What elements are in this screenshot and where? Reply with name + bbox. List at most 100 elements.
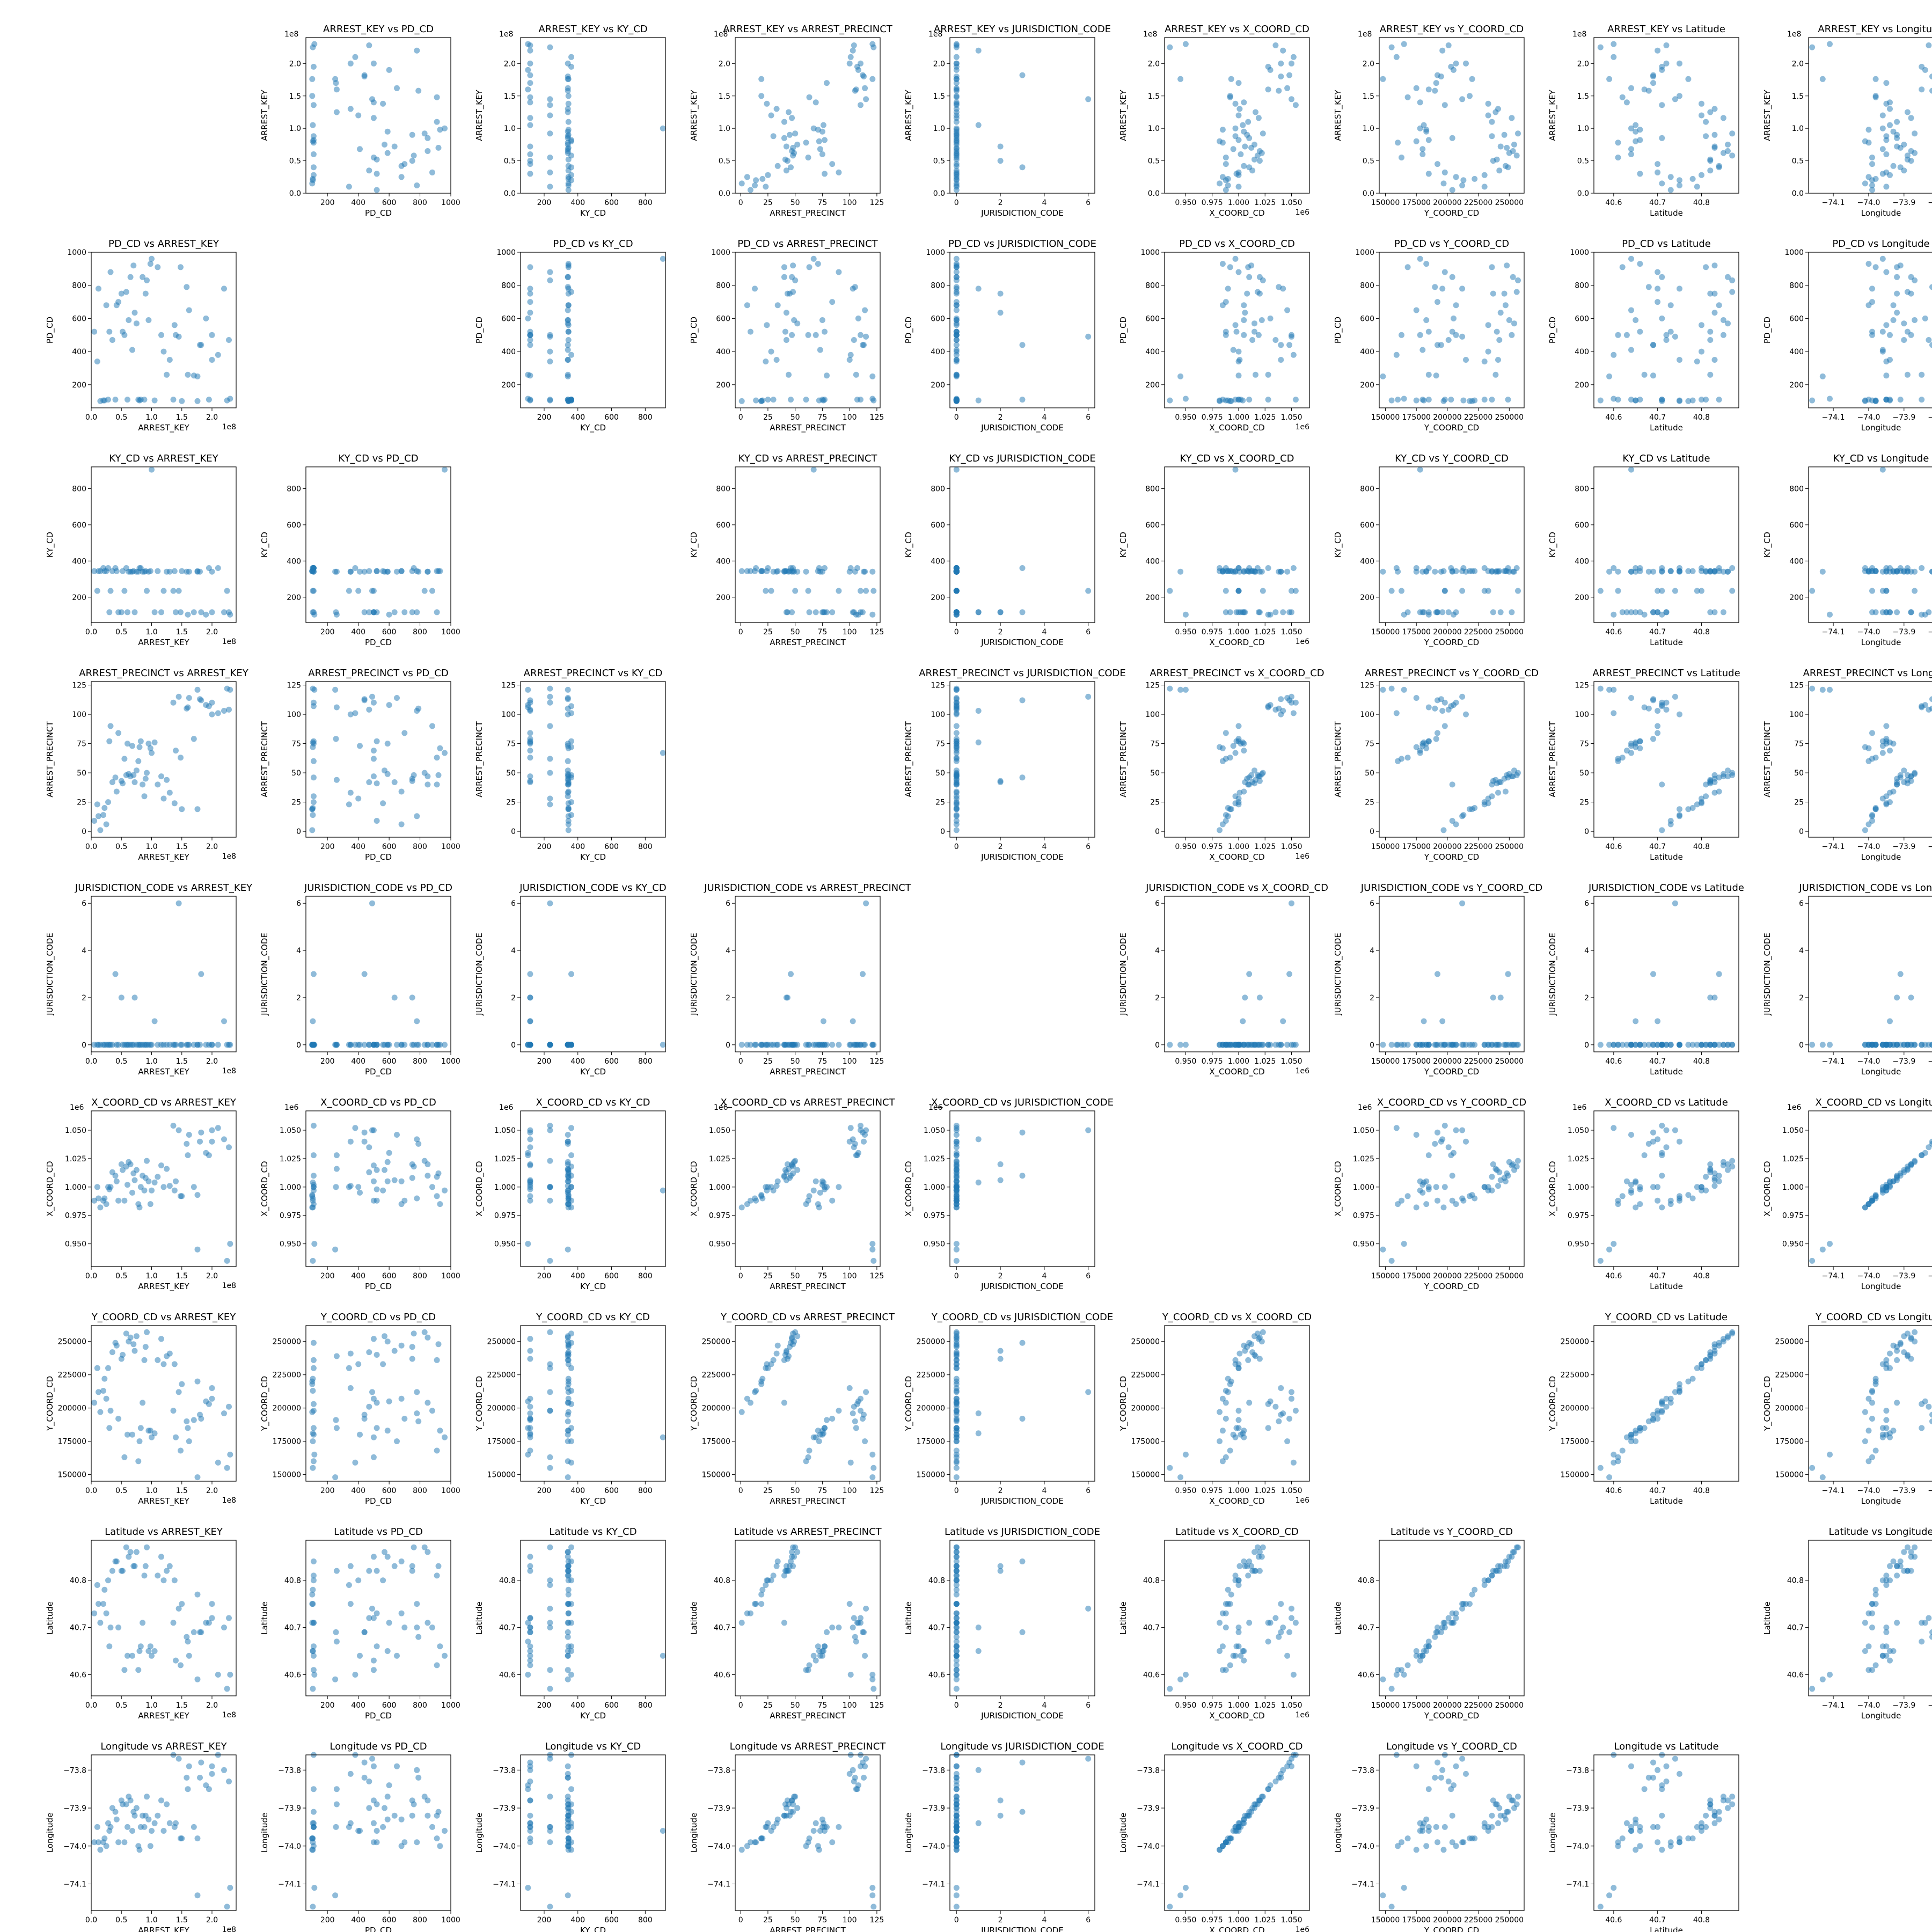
scatter-point [333,1353,340,1359]
x-axis-offset: 1e6 [1296,1067,1310,1075]
scatter-point [953,255,960,262]
y-tick-label: 0.975 [1353,1212,1374,1220]
scatter-point [790,289,796,295]
scatter-point [382,1167,387,1173]
x-tick-label: 2.0 [206,843,218,851]
x-tick-label: −74.0 [1857,843,1880,851]
scatter-point [409,609,415,616]
scatter-point [1245,1357,1252,1363]
y-tick-label: 1000 [496,248,516,257]
scatter-point [1485,1187,1491,1194]
scatter-point [1177,373,1184,379]
scatter-point [1445,609,1452,616]
scatter-point [783,310,789,316]
y-tick-label: 250000 [1131,1338,1160,1346]
scatter-point [1659,1123,1665,1129]
scatter-point [1227,755,1233,761]
plot-frame [735,1325,881,1482]
scatter-point [1890,1042,1897,1048]
panel-title: ARREST_KEY vs Y_COORD_CD [1380,24,1524,35]
scatter-point [1235,112,1242,119]
scatter-point [310,793,317,800]
scatter-point [1413,695,1419,701]
scatter-point [1637,137,1643,143]
scatter-point [565,805,572,811]
scatter-point [1260,1042,1266,1048]
panel-y-coord-cd-vs-x-coord-cd: Y_COORD_CD vs X_COORD_CD0.950 0.975 1.000 1… [1118,1312,1312,1506]
scatter-point [160,1361,167,1367]
scatter-point [565,146,571,152]
scatter-point [527,773,533,780]
x-axis-label: Longitude [1861,1496,1901,1506]
scatter-point [1278,1042,1284,1048]
scatter-point [1472,568,1478,574]
scatter-point [1255,332,1262,338]
scatter-point [391,143,398,150]
scatter-point [1252,141,1257,148]
scatter-point [1929,1411,1932,1418]
scatter-point [1869,286,1875,292]
scatter-point [817,146,823,152]
plot-frame [1593,1325,1739,1482]
scatter-point [374,738,380,744]
scatter-point [1423,317,1430,323]
scatter-point [133,1167,140,1173]
y-tick-label: 1.000 [709,1183,730,1192]
scatter-point [790,152,796,159]
scatter-point [175,333,182,340]
scatter-point [109,779,115,785]
scatter-point [1489,781,1495,788]
scatter-points [91,685,233,833]
scatter-point [1729,1330,1736,1337]
scatter-point [1380,568,1386,575]
scatter-point [753,177,759,184]
scatter-point [1395,397,1401,403]
y-tick-label: 50 [1365,769,1374,778]
scatter-points [525,1123,666,1264]
scatter-point [437,1201,443,1208]
scatter-point [789,1336,795,1342]
scatter-point [310,151,317,157]
scatter-point [1890,163,1897,169]
panel-title: X_COORD_CD vs Y_COORD_CD [1377,1097,1526,1108]
scatter-point [752,1195,758,1202]
y-axis-label: X_COORD_CD [904,1161,914,1216]
y-tick-label: 0.975 [709,1212,730,1220]
scatter-point [953,357,960,363]
y-tick-label: 0 [1155,1041,1160,1050]
scatter-point [1887,1179,1893,1185]
scatter-point [1711,262,1718,269]
scatter-point [525,315,531,321]
plot-frame [91,252,237,408]
y-tick-label: 0.950 [280,1240,301,1249]
scatter-point [1419,1189,1426,1196]
scatter-point [1489,793,1495,800]
scatter-point [175,588,182,594]
y-tick-label: 600 [1145,521,1160,530]
scatter-point [953,42,960,48]
x-tick-label: 40.7 [1649,413,1666,422]
scatter-point [1901,337,1907,343]
scatter-point [1628,347,1634,353]
scatter-point [953,827,960,833]
x-tick-label: 6 [1086,843,1091,851]
scatter-point [1865,174,1872,180]
scatter-point [1289,1389,1294,1395]
scatter-point [1388,685,1395,692]
y-axis-label: KY_CD [1118,532,1129,558]
scatter-point [1504,262,1510,269]
y-tick-label: 1.050 [1353,1126,1374,1135]
scatter-point [1265,397,1271,403]
y-tick-label: 50 [1794,769,1804,778]
scatter-point [194,686,201,693]
y-tick-label: 1.050 [1568,1126,1589,1135]
scatter-point [1242,1348,1248,1354]
scatter-point [1819,686,1826,693]
y-tick-label: 0.950 [1568,1240,1589,1249]
y-tick-label: 0 [940,828,945,836]
x-tick-label: 50 [791,628,800,636]
scatter-point [121,1454,128,1460]
scatter-point [1225,175,1231,182]
scatter-point [1254,1042,1261,1048]
